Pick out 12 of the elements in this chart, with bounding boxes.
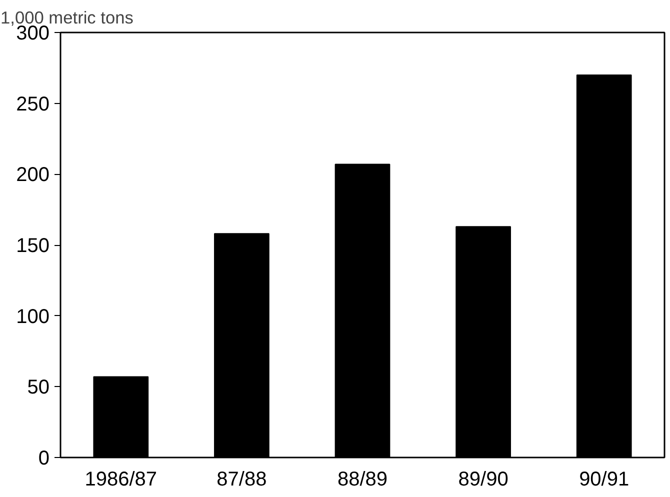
y-tick-label: 100: [16, 306, 50, 328]
y-tick-label: 200: [16, 164, 50, 186]
y-tick-label: 50: [27, 376, 50, 399]
y-tick-label: 150: [16, 235, 50, 257]
x-tick-label: 88/89: [337, 468, 388, 490]
x-tick-label: 90/91: [579, 468, 630, 490]
y-tick-label: 0: [38, 448, 50, 470]
y-tick-label: 300: [16, 22, 50, 44]
x-tick-label: 89/90: [458, 468, 508, 490]
x-tick-label: 1986/87: [84, 468, 158, 490]
y-tick-label: 250: [16, 93, 50, 116]
x-tick-label: 87/88: [216, 468, 267, 490]
